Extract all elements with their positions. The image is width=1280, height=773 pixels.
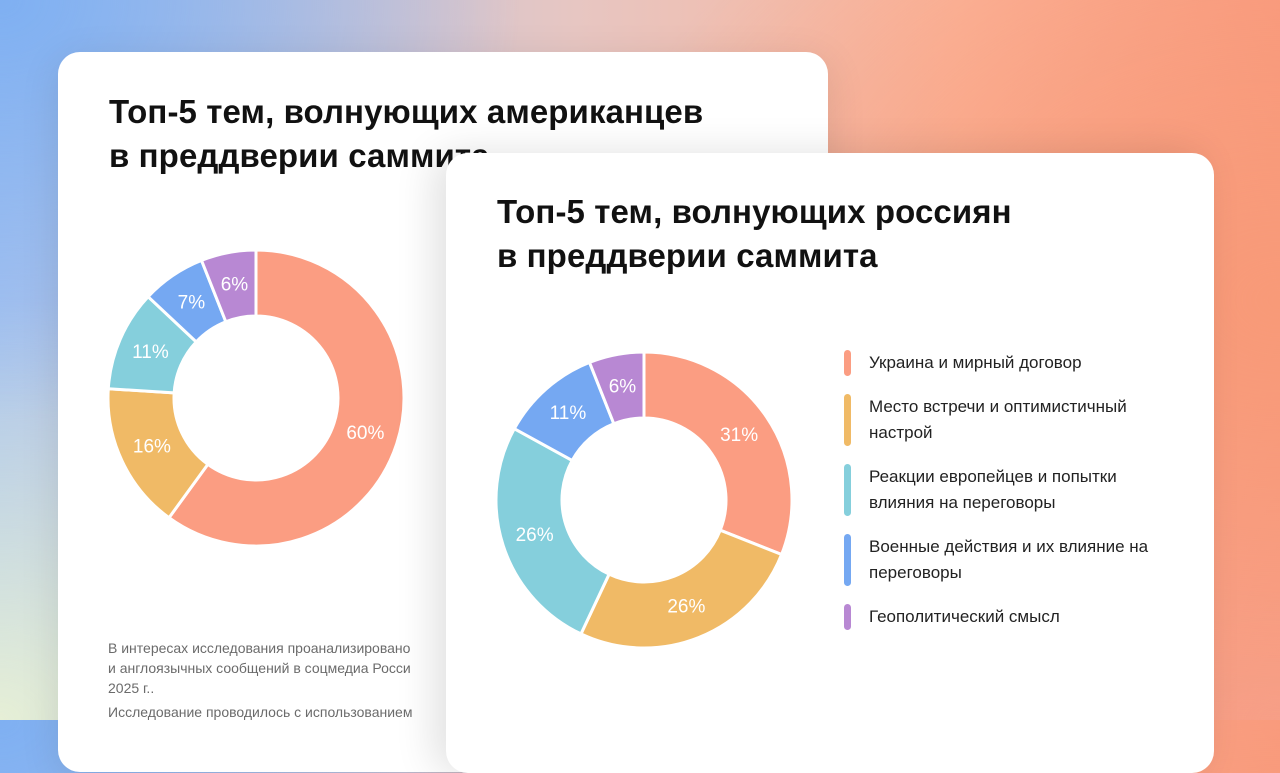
legend-marker-2	[844, 394, 851, 446]
us-title-line-1: Топ-5 тем, волнующих американцев	[109, 93, 704, 130]
ru-donut-chart: 31% 26% 26% 11% 6%	[494, 350, 794, 650]
us-chart-title: Топ-5 тем, волнующих американцев в предд…	[109, 90, 703, 178]
us-note-line-1: В интересах исследования проанализирован…	[108, 640, 411, 656]
legend-item-1: Украина и мирный договор	[844, 350, 1174, 376]
us-slice-label-3: 11%	[132, 342, 169, 363]
us-slice-label-4: 7%	[178, 292, 206, 313]
legend-item-3: Реакции европейцев и попытки влияния на …	[844, 464, 1174, 516]
legend-label-5: Геополитический смысл	[869, 607, 1060, 626]
ru-slice-2	[578, 528, 784, 650]
ru-topics-card: Топ-5 тем, волнующих россиян в преддвери…	[446, 153, 1214, 773]
legend-marker-3	[844, 464, 851, 516]
legend-marker-5	[844, 604, 851, 630]
ru-slice-1	[642, 350, 794, 557]
us-slice-label-1: 60%	[346, 423, 384, 444]
ru-slice-label-4: 11%	[550, 403, 587, 424]
legend-label-2: Место встречи и оптимистичный настрой	[869, 397, 1127, 442]
us-note-line-3: 2025 г..	[108, 680, 155, 696]
ru-slice-label-5: 6%	[609, 377, 637, 398]
ru-title-line-1: Топ-5 тем, волнующих россиян	[497, 193, 1012, 230]
legend-marker-4	[844, 534, 851, 586]
ru-slice-3	[494, 426, 612, 636]
ru-chart-legend: Украина и мирный договор Место встречи и …	[844, 350, 1174, 648]
us-methodology-note: В интересах исследования проанализирован…	[108, 638, 828, 698]
legend-item-5: Геополитический смысл	[844, 604, 1174, 630]
us-slice-label-5: 6%	[221, 275, 249, 296]
ru-slice-label-2: 26%	[667, 596, 705, 617]
ru-title-line-2: в преддверии саммита	[497, 237, 878, 274]
legend-label-1: Украина и мирный договор	[869, 353, 1082, 372]
us-slice-label-2: 16%	[133, 436, 171, 457]
ru-chart-title: Топ-5 тем, волнующих россиян в преддвери…	[497, 190, 1012, 278]
legend-item-4: Военные действия и их влияние на перегов…	[844, 534, 1174, 586]
us-note-line-2: и англоязычных сообщений в соцмедиа Росс…	[108, 660, 411, 676]
us-research-note: Исследование проводилось с использование…	[108, 704, 413, 720]
ru-slice-label-3: 26%	[516, 525, 554, 546]
us-donut-chart: 60% 16% 11% 7% 6%	[106, 248, 406, 548]
us-title-line-2: в преддверии саммита	[109, 137, 490, 174]
ru-slice-label-1: 31%	[720, 425, 758, 446]
legend-marker-1	[844, 350, 851, 376]
us-slice-1	[166, 248, 406, 548]
legend-label-3: Реакции европейцев и попытки влияния на …	[869, 467, 1117, 512]
legend-item-2: Место встречи и оптимистичный настрой	[844, 394, 1174, 446]
us-slice-5	[199, 248, 258, 324]
legend-label-4: Военные действия и их влияние на перегов…	[869, 537, 1149, 582]
ru-slice-5	[587, 350, 646, 426]
